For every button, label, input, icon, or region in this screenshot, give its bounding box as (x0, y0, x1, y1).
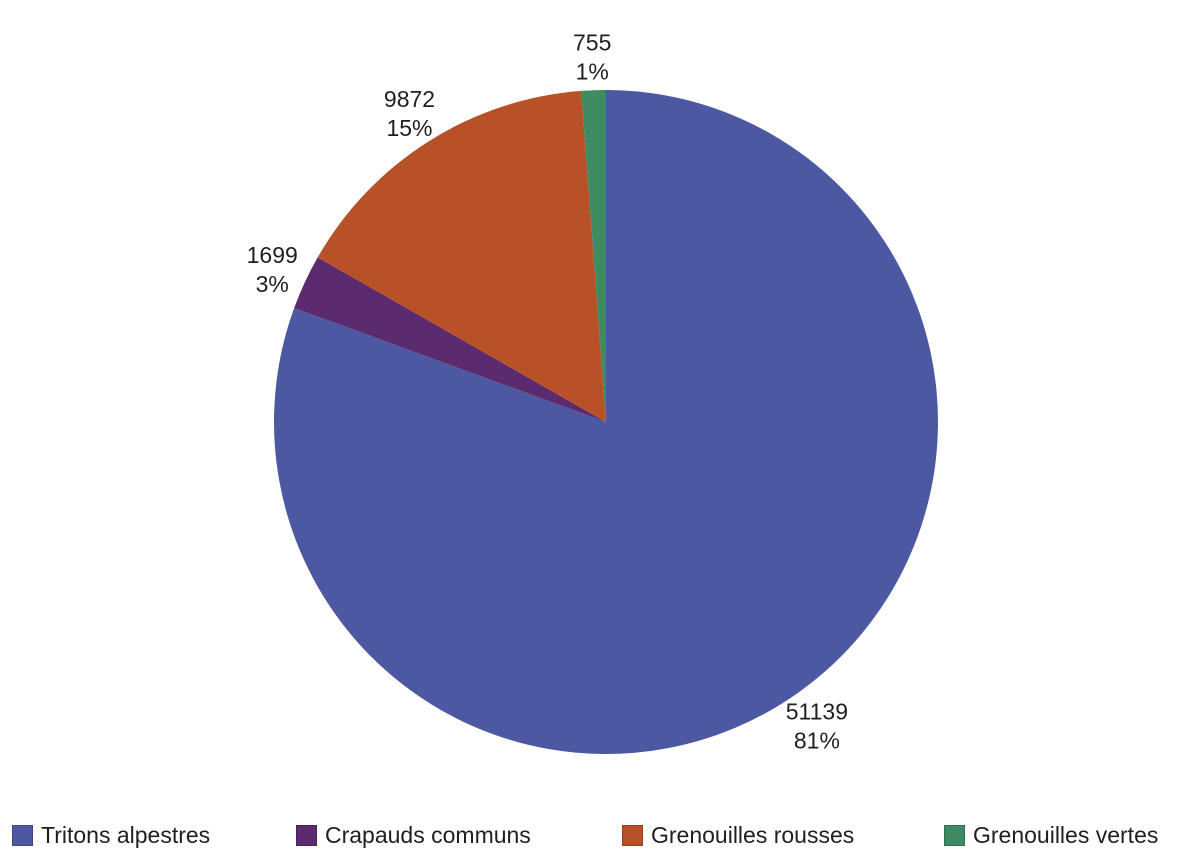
data-label-percent-tritons-alpestres: 81% (794, 728, 840, 754)
data-label-value-crapauds-communs: 1699 (247, 242, 298, 268)
legend-item-grenouilles-rousses: Grenouilles rousses (622, 818, 854, 852)
pie-slice-crapauds-communs (294, 257, 606, 422)
data-label-grenouilles-rousses: 9872 15% (384, 86, 435, 141)
data-label-percent-grenouilles-rousses: 15% (386, 115, 432, 141)
legend-label-crapauds-communs: Crapauds communs (325, 821, 531, 848)
legend-item-grenouilles-vertes: Grenouilles vertes (944, 818, 1158, 852)
legend-label-grenouilles-rousses: Grenouilles rousses (651, 821, 855, 848)
data-label-percent-grenouilles-vertes: 1% (576, 58, 609, 84)
data-label-value-grenouilles-rousses: 9872 (384, 86, 435, 112)
pie-slices (273, 90, 938, 754)
data-label-percent-crapauds-communs: 3% (256, 271, 289, 297)
data-label-crapauds-communs: 1699 3% (247, 242, 298, 297)
legend-swatch-grenouilles-rousses (622, 824, 643, 846)
data-label-tritons-alpestres: 51139 81% (786, 699, 848, 754)
legend-item-crapauds-communs: Crapauds communs (296, 818, 531, 852)
pie-slice-grenouilles-rousses (317, 90, 606, 423)
pie-slice-tritons-alpestres (273, 90, 938, 754)
legend-label-grenouilles-vertes: Grenouilles vertes (973, 821, 1159, 848)
legend-swatch-grenouilles-vertes (944, 824, 965, 846)
legend-item-tritons-alpestres: Tritons alpestres (12, 818, 210, 852)
data-label-value-tritons-alpestres: 51139 (786, 699, 848, 725)
legend-swatch-tritons-alpestres (12, 824, 33, 846)
pie-slice-grenouilles-vertes (581, 90, 606, 422)
legend-swatch-crapauds-communs (296, 824, 317, 846)
data-label-value-grenouilles-vertes: 755 (573, 29, 611, 55)
legend-label-tritons-alpestres: Tritons alpestres (41, 821, 211, 848)
